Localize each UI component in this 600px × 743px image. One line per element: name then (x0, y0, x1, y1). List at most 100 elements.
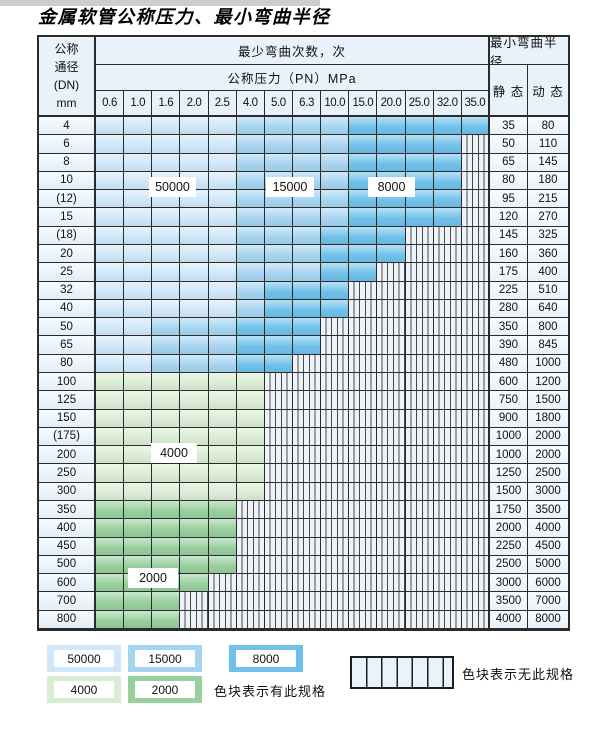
no-spec-cell (349, 446, 378, 465)
dynamic-radius-cell: 4000 (527, 519, 568, 538)
dynamic-radius-cell: 8000 (527, 610, 568, 629)
no-spec-cell (461, 135, 490, 154)
spec-cell-2000 (152, 610, 181, 629)
nominal-pressure-header: 公称压力（PN）MPa (96, 65, 490, 91)
spec-cell-4000 (236, 464, 265, 483)
no-spec-cell (461, 281, 490, 300)
spec-cell-2000 (208, 537, 237, 556)
dn-cell: 450 (39, 537, 96, 556)
spec-cell-50000 (96, 336, 125, 355)
dn-cell: 600 (39, 574, 96, 593)
no-spec-cell (433, 318, 462, 337)
spec-cell-15000 (180, 318, 209, 337)
no-spec-cell (405, 592, 434, 611)
legend-swatch-8000-value: 8000 (236, 650, 296, 667)
static-radius-cell: 280 (489, 299, 528, 319)
no-spec-cell (321, 501, 350, 520)
spec-cell-8000 (433, 171, 462, 191)
spec-cell-4000 (180, 391, 209, 410)
no-spec-cell (321, 354, 350, 373)
no-spec-cell (292, 537, 322, 556)
no-spec-cell (236, 537, 265, 556)
no-spec-cell (461, 208, 490, 227)
no-spec-cell (405, 446, 434, 465)
spec-cell-2000 (208, 555, 237, 575)
legend-swatch-15000-value: 15000 (135, 650, 195, 667)
no-spec-cell (292, 391, 322, 410)
legend-swatch-50000: 50000 (47, 645, 121, 672)
spec-cell-8000 (349, 135, 378, 154)
no-spec-cell (349, 427, 378, 447)
spec-cell-4000 (152, 464, 181, 483)
no-spec-cell (349, 537, 378, 556)
no-spec-cell (264, 555, 293, 575)
spec-cell-50000 (96, 263, 125, 282)
spec-cell-4000 (96, 482, 125, 501)
no-spec-cell (461, 501, 490, 520)
legend-swatch-2000: 2000 (128, 676, 202, 703)
no-spec-cell (405, 318, 434, 337)
spec-cell-2000 (96, 555, 125, 575)
spec-cell-8000 (349, 208, 378, 227)
no-spec-cell (433, 281, 462, 300)
spec-cell-50000 (208, 208, 237, 227)
no-spec-cell (405, 427, 434, 447)
pressure-tick-6.3: 6.3 (292, 91, 322, 117)
no-spec-cell (405, 354, 434, 373)
dynamic-radius-cell: 3000 (527, 482, 568, 501)
no-spec-cell (433, 245, 462, 264)
spec-cell-15000 (236, 263, 265, 282)
dynamic-radius-cell: 800 (527, 318, 568, 337)
no-spec-cell (461, 427, 490, 447)
spec-cell-4000 (236, 446, 265, 465)
dn-cell: 250 (39, 464, 96, 483)
dn-header-line1: 公称 (54, 42, 79, 56)
spec-cell-8000 (321, 263, 350, 282)
spec-cell-15000 (236, 135, 265, 154)
spec-cell-50000 (152, 299, 181, 319)
spec-cell-2000 (96, 574, 125, 593)
dynamic-radius-cell: 7000 (527, 592, 568, 611)
legend-swatch-8000: 8000 (229, 645, 303, 672)
no-spec-cell (321, 592, 350, 611)
static-radius-cell: 50 (489, 135, 528, 154)
spec-cell-8000 (236, 318, 265, 337)
bend-cycles-header: 最少弯曲次数，次 (96, 37, 490, 65)
dn-cell: 80 (39, 354, 96, 373)
spec-cell-50000 (208, 245, 237, 264)
no-spec-cell (321, 610, 350, 629)
spec-cell-50000 (124, 299, 153, 319)
spec-cell-4000 (236, 373, 265, 392)
spec-cell-15000 (264, 263, 293, 282)
no-spec-cell (433, 336, 462, 355)
dn-cell: 125 (39, 391, 96, 410)
no-spec-cell (264, 537, 293, 556)
no-spec-cell (461, 226, 490, 245)
spec-cell-15000 (321, 153, 350, 172)
no-spec-cell (433, 299, 462, 319)
spec-cell-2000 (96, 610, 125, 629)
dynamic-radius-cell: 1500 (527, 391, 568, 410)
no-spec-cell (377, 446, 406, 465)
spec-cell-50000 (180, 135, 209, 154)
no-spec-cell (292, 555, 322, 575)
spec-cell-8000 (236, 354, 265, 373)
no-spec-cell (349, 574, 378, 593)
spec-cell-8000 (349, 117, 378, 136)
no-spec-cell (236, 574, 265, 593)
static-radius-cell: 750 (489, 391, 528, 410)
legend-swatch-2000-value: 2000 (135, 681, 195, 698)
spec-cell-8000 (264, 318, 293, 337)
static-radius-cell: 480 (489, 354, 528, 373)
dn-cell: 700 (39, 592, 96, 611)
no-spec-cell (292, 482, 322, 501)
spec-cell-8000 (377, 135, 406, 154)
no-spec-cell (292, 519, 322, 538)
zone-label-2000: 2000 (128, 568, 178, 588)
spec-cell-2000 (208, 519, 237, 538)
no-spec-cell (236, 501, 265, 520)
spec-cell-8000 (377, 245, 406, 264)
dn-cell: 4 (39, 117, 96, 136)
spec-cell-8000 (433, 117, 462, 136)
no-spec-cell (405, 409, 434, 428)
